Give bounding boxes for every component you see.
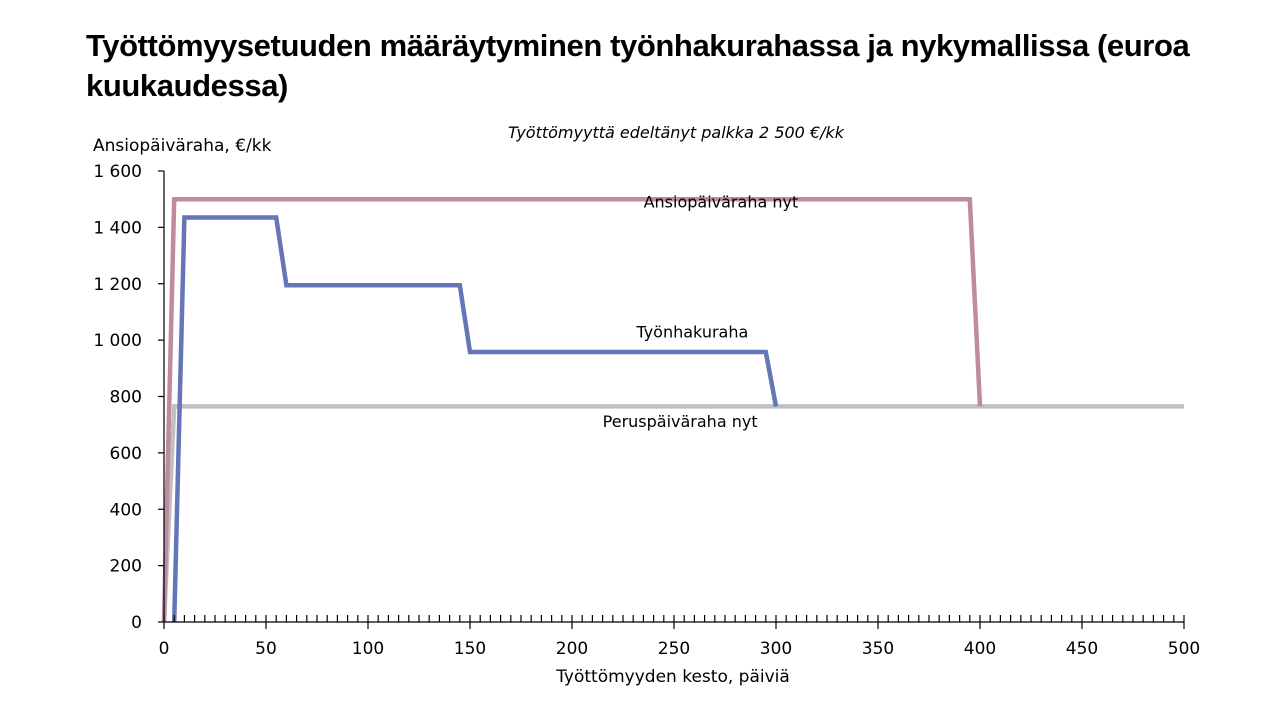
x-tick-label: 450 xyxy=(1066,639,1098,659)
x-tick-label: 200 xyxy=(556,639,588,659)
page-title: Työttömyysetuuden määräytyminen työnhaku… xyxy=(86,28,1190,103)
y-tick-label: 800 xyxy=(110,388,142,408)
y-tick-label: 1 400 xyxy=(93,218,142,238)
series-label-ty-nhakuraha: Työnhakuraha xyxy=(635,322,748,341)
y-tick-label: 0 xyxy=(131,613,142,633)
x-tick-label: 250 xyxy=(658,639,690,659)
x-tick-label: 100 xyxy=(352,639,384,659)
series-label-ansiop-iv-raha-nyt: Ansiopäiväraha nyt xyxy=(644,193,799,212)
y-tick-label: 200 xyxy=(110,557,142,577)
y-tick-label: 1 000 xyxy=(93,331,142,351)
series-line-ansiop-iv-raha-nyt xyxy=(161,196,983,623)
series-label-perusp-iv-raha-nyt: Peruspäiväraha nyt xyxy=(603,412,758,431)
y-tick-label: 1 200 xyxy=(93,275,142,295)
x-tick-label: 50 xyxy=(255,639,277,659)
x-tick-label: 0 xyxy=(159,639,170,659)
y-axis-title: Ansiopäiväraha, €/kk xyxy=(93,136,272,156)
labels-layer: 0 200 400 600 800 1 000 1 200 1 400 1 600 0 50 100 1… xyxy=(93,123,1200,687)
x-tick-label: 300 xyxy=(760,639,792,659)
series-layer xyxy=(161,196,1184,623)
chart-subtitle: Työttömyyttä edeltänyt palkka 2 500 €/kk xyxy=(508,123,845,142)
axes-layer xyxy=(158,170,1185,629)
y-tick-label: 400 xyxy=(110,500,142,520)
series-line-perusp-iv-raha-nyt xyxy=(161,404,1184,623)
x-tick-label: 400 xyxy=(964,639,996,659)
x-tick-label: 350 xyxy=(862,639,894,659)
y-tick-label: 1 600 xyxy=(93,162,142,182)
series-line-ty-nhakuraha xyxy=(171,215,779,623)
x-axis-title: Työttömyyden kesto, päiviä xyxy=(555,667,790,687)
x-tick-label: 150 xyxy=(454,639,486,659)
y-tick-label: 600 xyxy=(110,444,142,464)
x-tick-label: 500 xyxy=(1168,639,1200,659)
